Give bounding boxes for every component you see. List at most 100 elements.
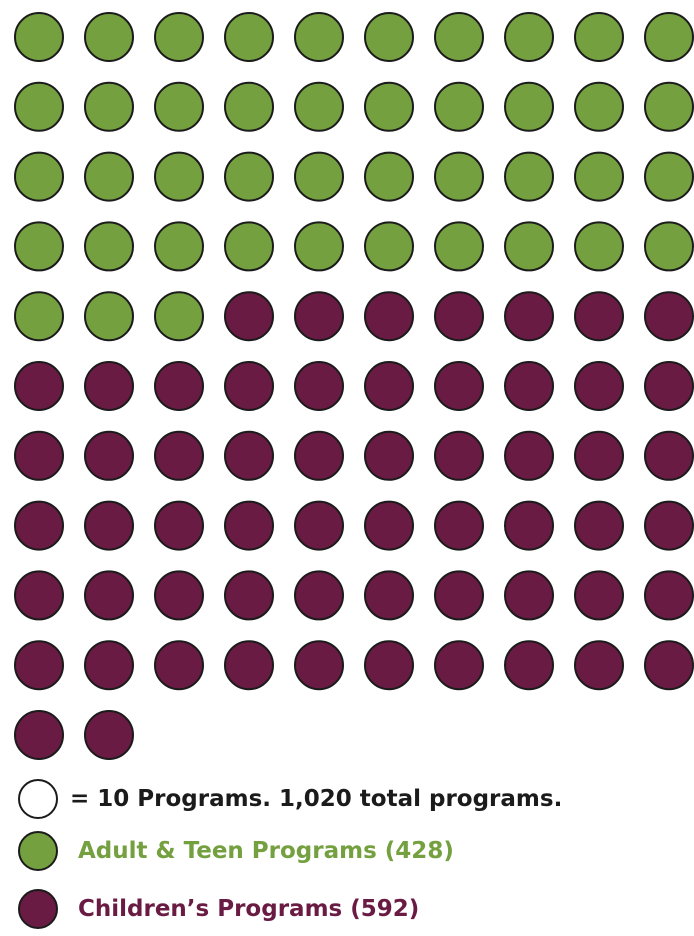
children-program-dot <box>294 570 344 621</box>
legend-children-label: Children’s Programs (592) <box>78 896 420 922</box>
children-program-dot <box>154 640 204 691</box>
adult-teen-program-dot <box>434 151 484 202</box>
children-program-dot <box>224 500 274 551</box>
children-program-dot <box>644 430 694 481</box>
adult-teen-program-dot <box>294 221 344 272</box>
children-program-dot <box>294 640 344 691</box>
children-program-dot <box>434 291 484 342</box>
children-program-dot <box>574 361 624 411</box>
adult-teen-program-dot <box>154 12 204 62</box>
adult-teen-program-dot <box>14 221 64 272</box>
children-program-dot <box>154 500 204 551</box>
children-program-dot <box>364 430 414 481</box>
adult-teen-program-dot <box>504 221 554 272</box>
legend-unit-label: = 10 Programs. 1,020 total programs. <box>70 786 563 812</box>
adult-teen-program-dot <box>434 12 484 62</box>
legend-children: Children’s Programs (592) <box>0 886 694 934</box>
adult-teen-program-dot <box>224 221 274 272</box>
adult-teen-program-dot <box>504 12 554 62</box>
children-program-dot <box>14 361 64 411</box>
children-program-dot <box>644 640 694 691</box>
children-program-dot <box>434 361 484 411</box>
adult-teen-program-dot <box>154 81 204 132</box>
children-program-dot <box>84 361 134 411</box>
adult-teen-program-dot <box>644 81 694 132</box>
children-program-dot <box>574 640 624 691</box>
children-program-dot <box>14 570 64 621</box>
adult-teen-program-dot <box>644 151 694 202</box>
adult-teen-program-dot <box>504 151 554 202</box>
children-program-dot <box>84 500 134 551</box>
children-program-dot <box>364 640 414 691</box>
children-program-dot <box>434 430 484 481</box>
children-program-dot <box>224 570 274 621</box>
children-program-dot <box>364 570 414 621</box>
children-program-dot <box>504 291 554 342</box>
children-program-dot <box>294 361 344 411</box>
children-program-dot <box>434 640 484 691</box>
children-program-dot <box>154 361 204 411</box>
adult-teen-program-dot <box>574 151 624 202</box>
adult-teen-program-dot <box>224 12 274 62</box>
adult-teen-program-dot <box>294 12 344 62</box>
adult-teen-program-dot <box>574 221 624 272</box>
adult-teen-program-dot <box>434 81 484 132</box>
children-program-dot <box>14 640 64 691</box>
children-program-dot <box>644 291 694 342</box>
adult-teen-program-dot <box>294 151 344 202</box>
children-program-dot <box>574 291 624 342</box>
children-program-dot <box>574 570 624 621</box>
children-program-dot <box>84 570 134 621</box>
children-program-dot <box>504 570 554 621</box>
children-program-dot <box>14 500 64 551</box>
pictograph-grid <box>14 12 694 760</box>
legend-adult-teen: Adult & Teen Programs (428) <box>0 828 694 876</box>
adult-teen-program-dot <box>644 221 694 272</box>
children-program-dot <box>504 500 554 551</box>
children-program-dot <box>14 710 64 760</box>
children-program-dot <box>154 570 204 621</box>
children-program-dot <box>644 570 694 621</box>
children-program-dot <box>294 500 344 551</box>
children-program-dot <box>364 500 414 551</box>
adult-teen-program-dot <box>224 81 274 132</box>
adult-teen-program-dot <box>364 12 414 62</box>
children-program-dot <box>574 430 624 481</box>
children-program-dot <box>224 361 274 411</box>
children-program-dot <box>154 430 204 481</box>
adult-teen-program-dot <box>154 291 204 342</box>
adult-teen-program-dot <box>574 81 624 132</box>
children-program-dot <box>364 291 414 342</box>
adult-teen-program-dot <box>154 221 204 272</box>
adult-teen-program-dot <box>224 151 274 202</box>
children-program-dot <box>84 710 134 760</box>
legend-unit: = 10 Programs. 1,020 total programs. <box>0 776 694 824</box>
adult-teen-program-dot <box>364 81 414 132</box>
adult-teen-program-dot <box>14 291 64 342</box>
children-program-dot <box>504 361 554 411</box>
adult-teen-program-dot <box>154 151 204 202</box>
children-program-dot <box>294 291 344 342</box>
adult-teen-program-dot <box>14 81 64 132</box>
adult-teen-program-dot <box>84 12 134 62</box>
adult-teen-circle-icon <box>18 831 58 871</box>
children-program-dot <box>224 291 274 342</box>
legend-adult-teen-label: Adult & Teen Programs (428) <box>78 838 454 864</box>
adult-teen-program-dot <box>644 12 694 62</box>
children-program-dot <box>294 430 344 481</box>
children-program-dot <box>504 430 554 481</box>
children-program-dot <box>84 430 134 481</box>
adult-teen-program-dot <box>364 151 414 202</box>
adult-teen-program-dot <box>84 291 134 342</box>
adult-teen-program-dot <box>574 12 624 62</box>
adult-teen-program-dot <box>14 12 64 62</box>
adult-teen-program-dot <box>84 221 134 272</box>
children-program-dot <box>14 430 64 481</box>
adult-teen-program-dot <box>434 221 484 272</box>
children-program-dot <box>224 640 274 691</box>
children-program-dot <box>574 500 624 551</box>
children-program-dot <box>644 500 694 551</box>
children-program-dot <box>504 640 554 691</box>
children-program-dot <box>364 361 414 411</box>
unit-circle-icon <box>18 779 58 819</box>
